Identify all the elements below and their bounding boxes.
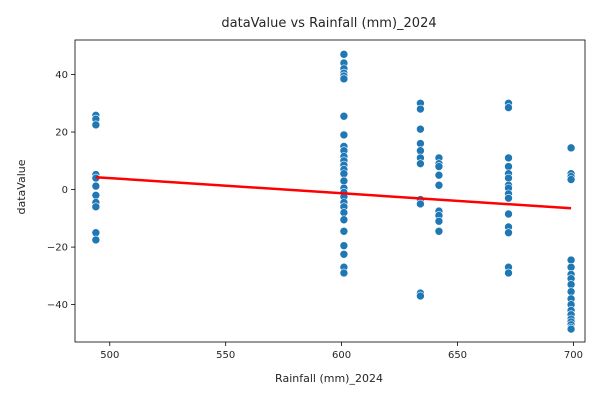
x-tick-label: 600 xyxy=(332,350,351,361)
data-point xyxy=(434,180,444,190)
data-point xyxy=(416,146,425,156)
data-point xyxy=(504,209,513,219)
data-point xyxy=(504,228,513,237)
data-point xyxy=(339,241,349,250)
y-axis-ticks: −40 −20 0 20 40 xyxy=(47,70,75,311)
trend-layer xyxy=(95,175,572,210)
data-point xyxy=(566,143,576,153)
data-point xyxy=(504,162,513,171)
data-point xyxy=(566,175,576,184)
data-point xyxy=(434,162,444,171)
data-point xyxy=(339,226,349,236)
y-tick-label: −20 xyxy=(47,243,68,254)
x-tick-label: 500 xyxy=(100,350,119,361)
plot-frame xyxy=(74,39,586,343)
data-point xyxy=(91,228,101,237)
y-axis-label: dataValue xyxy=(15,159,28,214)
data-point xyxy=(566,262,576,272)
y-tick-label: 20 xyxy=(55,128,68,139)
data-point xyxy=(566,324,576,334)
data-point xyxy=(339,130,349,140)
data-point xyxy=(434,226,444,236)
x-axis-label: Rainfall (mm)_2024 xyxy=(275,372,383,385)
data-point xyxy=(91,235,101,245)
x-axis-ticks: 500 550 600 650 700 xyxy=(100,342,583,361)
data-point xyxy=(416,159,425,168)
data-point xyxy=(339,50,349,59)
data-point xyxy=(504,103,513,112)
data-point xyxy=(339,111,349,121)
data-point xyxy=(91,191,101,200)
x-tick-label: 550 xyxy=(216,350,235,361)
data-point xyxy=(416,291,425,301)
y-tick-label: −40 xyxy=(47,300,68,311)
data-point xyxy=(339,215,349,225)
data-point xyxy=(339,268,349,278)
data-point xyxy=(566,280,576,289)
data-point xyxy=(416,139,425,148)
data-point xyxy=(434,216,444,226)
points-layer xyxy=(91,50,576,334)
y-tick-label: 0 xyxy=(62,185,68,196)
trend-line xyxy=(95,175,572,210)
data-point xyxy=(416,104,425,114)
data-point xyxy=(339,169,349,179)
data-point xyxy=(339,249,349,259)
data-point xyxy=(416,199,425,209)
x-tick-label: 650 xyxy=(448,350,467,361)
data-point xyxy=(504,193,513,203)
data-point xyxy=(566,287,576,296)
data-point xyxy=(504,173,513,183)
data-point xyxy=(339,176,349,186)
data-point xyxy=(504,153,513,163)
data-point xyxy=(91,202,101,212)
data-point xyxy=(416,124,425,134)
data-point xyxy=(339,74,349,84)
data-point xyxy=(434,170,444,180)
data-point xyxy=(339,208,349,217)
data-point xyxy=(566,255,576,265)
data-point xyxy=(91,181,101,191)
data-point xyxy=(504,268,513,278)
data-point xyxy=(91,120,101,130)
y-tick-label: 40 xyxy=(55,70,68,81)
x-tick-label: 700 xyxy=(564,350,583,361)
chart-title: dataValue vs Rainfall (mm)_2024 xyxy=(221,16,436,31)
